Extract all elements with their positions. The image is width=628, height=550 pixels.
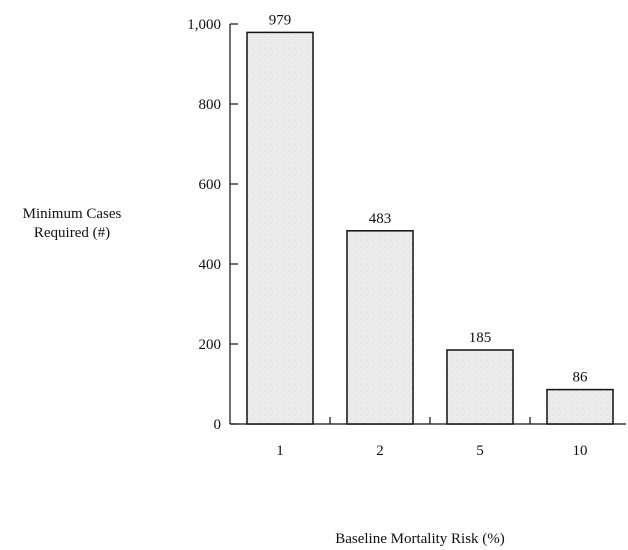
y-tick-label: 600 [199, 177, 222, 193]
x-tick-label: 10 [573, 443, 588, 459]
bar [346, 230, 414, 425]
y-axis-title-line-1: Minimum Cases [22, 206, 122, 222]
y-tick-label: 1,000 [187, 17, 221, 33]
x-tick-label: 2 [376, 443, 384, 459]
y-tick-label: 200 [199, 337, 222, 353]
bar [546, 388, 614, 425]
data-labels: 979 483 185 86 [269, 12, 588, 385]
bar [246, 31, 314, 425]
bar [446, 349, 514, 425]
data-label: 185 [469, 330, 492, 346]
data-label: 483 [369, 211, 392, 227]
x-tick-label: 5 [476, 443, 484, 459]
data-label: 979 [269, 12, 292, 28]
y-axis-title-line-2: Required (#) [33, 225, 111, 241]
y-tick-label: 400 [199, 257, 222, 273]
x-tick-label: 1 [276, 443, 284, 459]
data-label: 86 [573, 370, 589, 386]
y-axis-title: Minimum Cases Required (#) [0, 205, 144, 243]
y-tick-label: 800 [199, 97, 222, 113]
bars [246, 31, 614, 425]
x-axis-title: Baseline Mortality Risk (%) [335, 531, 505, 547]
y-tick-label: 0 [214, 417, 222, 433]
